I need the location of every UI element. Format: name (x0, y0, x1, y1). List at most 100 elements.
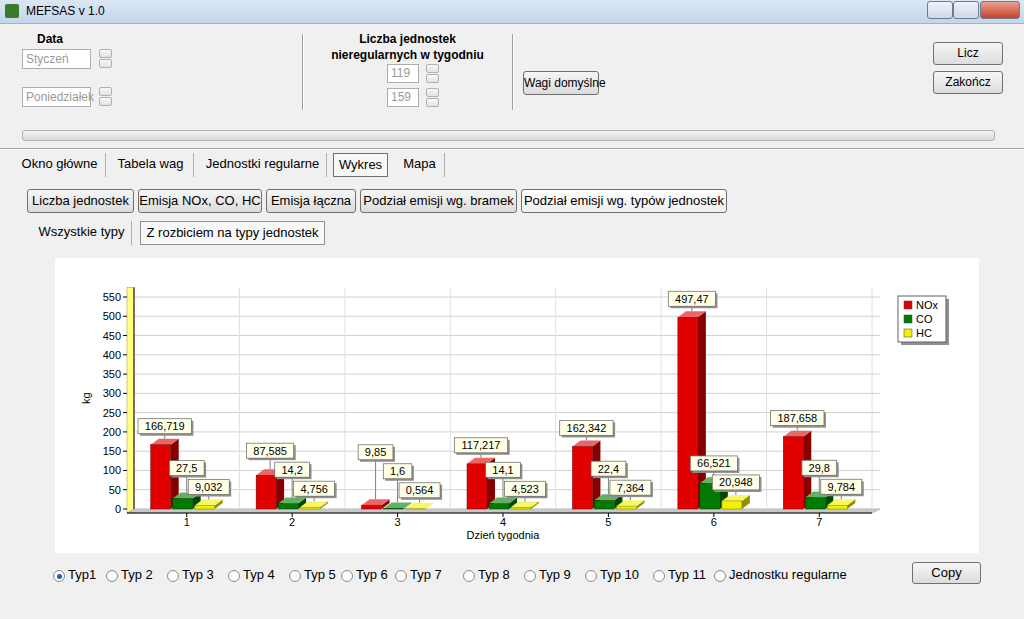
tab[interactable]: Jednostki regularne (199, 153, 327, 177)
window-close[interactable] (980, 1, 1020, 19)
radio[interactable] (106, 570, 118, 582)
radio[interactable] (395, 570, 407, 582)
spin-up[interactable] (99, 49, 112, 58)
data-label-box (802, 460, 837, 475)
radio-label[interactable]: Typ 6 (356, 568, 388, 584)
radio-label[interactable]: Typ 10 (600, 568, 639, 584)
data-label: 497,47 (675, 293, 709, 305)
bar (489, 504, 509, 509)
bar (362, 505, 382, 509)
subtab[interactable]: Emisja NOx, CO, HC (138, 189, 262, 213)
radio[interactable] (341, 570, 353, 582)
bar-top (827, 499, 855, 505)
radio[interactable] (653, 570, 665, 582)
radio-dot (57, 574, 62, 579)
radio-label[interactable]: Typ 5 (304, 568, 336, 584)
radio[interactable] (463, 570, 475, 582)
data-label: 187,658 (777, 412, 817, 424)
data-label: 27,5 (176, 462, 197, 474)
radio-label[interactable]: Typ 9 (539, 568, 571, 584)
month-input[interactable]: Styczeń (22, 49, 91, 69)
subtab[interactable]: Podział emisji wg. typów jednostek (521, 189, 727, 213)
x-tick-label: 7 (816, 516, 822, 528)
radio[interactable] (714, 570, 726, 582)
grid-line-vertical (555, 287, 556, 509)
tick (123, 412, 127, 413)
radio-label[interactable]: Typ 11 (668, 568, 706, 584)
data-label-box (821, 479, 862, 494)
data-label: 7,364 (617, 482, 645, 494)
data-label: 66,521 (697, 457, 731, 469)
radio-label[interactable]: Typ1 (68, 568, 96, 584)
label-leader (375, 460, 376, 499)
subtab[interactable]: Emisja łączna (266, 189, 356, 213)
radio-label[interactable]: Typ 3 (182, 568, 214, 584)
window-title: MEFSAS v 1.0 (26, 3, 105, 21)
action-button[interactable]: Zakończ (933, 71, 1003, 94)
weekday-input[interactable]: Poniedziałek (22, 87, 91, 107)
bar-top (406, 503, 434, 509)
spin-down[interactable] (426, 98, 439, 107)
spin-up[interactable] (426, 64, 439, 73)
tab[interactable]: Wykres (333, 153, 388, 177)
label-leader (503, 477, 504, 497)
data-label-box (247, 443, 294, 458)
radio[interactable] (53, 570, 65, 582)
window-min[interactable] (927, 1, 953, 19)
data-label: 4,756 (300, 483, 328, 495)
radio[interactable] (524, 570, 536, 582)
radio[interactable] (585, 570, 597, 582)
subtab[interactable]: Podział emisji wg. bramek (360, 189, 517, 213)
radio-label[interactable]: Typ 8 (478, 568, 510, 584)
copy-button[interactable]: Copy (912, 562, 981, 584)
tab[interactable]: Tabela wag (108, 153, 194, 177)
units-input[interactable]: 159 (387, 88, 419, 107)
y-tick-label: 50 (109, 484, 121, 496)
y-tick-label: 550 (103, 291, 121, 303)
x-tick-label: 4 (500, 516, 506, 528)
window-max[interactable] (953, 1, 979, 19)
radio[interactable] (228, 570, 240, 582)
x-tick-label: 6 (711, 516, 717, 528)
label-leader (186, 476, 187, 493)
tab[interactable]: Okno główne (14, 153, 106, 177)
radio-label[interactable]: Jednostku regularne (729, 568, 847, 584)
legend-swatch (904, 329, 912, 337)
date-label: Data (37, 32, 63, 48)
default-weights-button[interactable]: Wagi domyślne (523, 71, 599, 95)
bar (616, 506, 636, 509)
spin-down[interactable] (99, 97, 112, 106)
action-button[interactable]: Licz (933, 42, 1003, 65)
spin-up[interactable] (426, 88, 439, 97)
units-input[interactable]: 119 (387, 64, 419, 83)
spin-up[interactable] (99, 87, 112, 96)
data-label: 14,2 (281, 464, 302, 476)
radio-label[interactable]: Typ 4 (243, 568, 275, 584)
data-label: 29,8 (809, 462, 830, 474)
grid-line (134, 393, 880, 394)
tick (123, 393, 127, 394)
subtab[interactable]: Liczba jednostek (27, 189, 134, 213)
chart: 0501001502002503003504004505005501234567… (0, 0, 1024, 619)
data-label: 0,564 (406, 484, 434, 496)
view-tab[interactable]: Wszystkie typy (32, 221, 132, 245)
bar (805, 498, 825, 509)
bar-top (195, 500, 223, 506)
bar (467, 464, 487, 509)
spin-down[interactable] (426, 74, 439, 83)
data-label: 22,4 (598, 463, 619, 475)
radio[interactable] (167, 570, 179, 582)
bars (151, 311, 856, 509)
legend (898, 296, 946, 342)
radio-label[interactable]: Typ 2 (121, 568, 153, 584)
view-tab[interactable]: Z rozbiciem na typy jednostek (140, 221, 325, 245)
data-label: 4,523 (511, 483, 539, 495)
bar (173, 498, 193, 509)
radio-label[interactable]: Typ 7 (410, 568, 442, 584)
data-label-box (560, 420, 613, 435)
data-label-box (712, 475, 759, 490)
spin-down[interactable] (99, 59, 112, 68)
progress-bar (22, 130, 995, 141)
radio[interactable] (289, 570, 301, 582)
tab[interactable]: Mapa (395, 153, 445, 177)
